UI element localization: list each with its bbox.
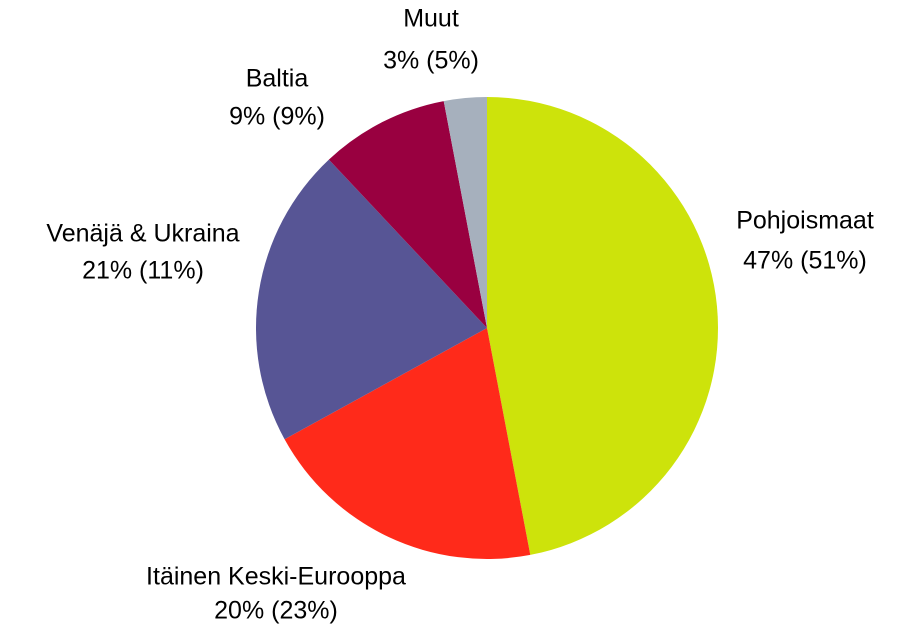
slice-label: Muut (403, 5, 459, 33)
slice-label: Itäinen Keski-Eurooppa (146, 563, 406, 591)
slice-label: Pohjoismaat (736, 207, 874, 235)
pie-slice (255, 159, 487, 440)
pie-slice (487, 97, 718, 555)
slice-label: Baltia (246, 65, 309, 93)
pie-slice (284, 328, 531, 559)
value-label: 20% (23%) (214, 597, 338, 625)
value-label: 47% (51%) (743, 247, 867, 275)
pie-slice (443, 97, 487, 328)
value-label: 3% (5%) (383, 47, 479, 75)
slice-label: Venäjä & Ukraina (46, 220, 239, 248)
value-label: 9% (9%) (229, 103, 325, 131)
pie-slice (328, 101, 487, 328)
value-label: 21% (11%) (82, 257, 204, 285)
